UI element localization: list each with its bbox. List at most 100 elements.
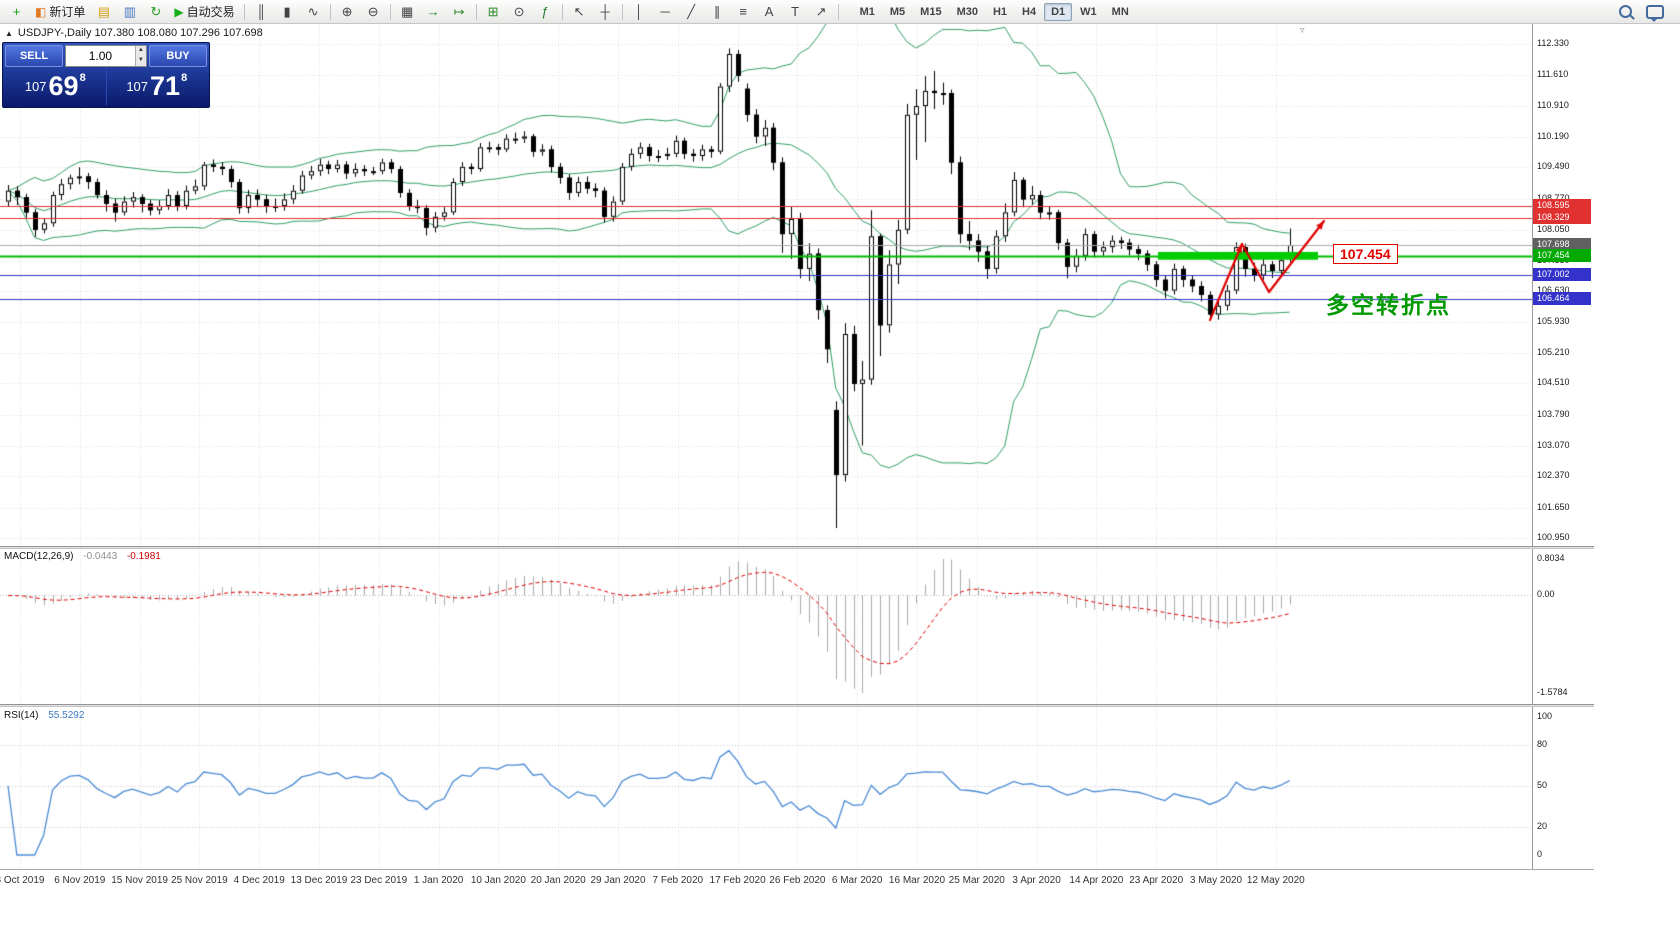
rsi-indicator-label: RSI(14) 55.5292 bbox=[4, 710, 84, 721]
zoom-in-icon-glyph: ⊕ bbox=[341, 3, 353, 19]
volume-up-icon[interactable]: ▲ bbox=[134, 46, 146, 56]
price-marker: 106.464 bbox=[1533, 292, 1591, 305]
timeframe-d1[interactable]: D1 bbox=[1044, 2, 1073, 21]
timeframe-m15[interactable]: M15 bbox=[920, 5, 942, 18]
macd-value: -0.0443 bbox=[83, 551, 118, 562]
market-watch-icon[interactable]: ▥ bbox=[117, 2, 142, 22]
macd-signal-value: -0.1981 bbox=[126, 551, 161, 562]
bar-chart-icon-glyph: ║ bbox=[256, 4, 266, 19]
tile-windows-icon-glyph: ▦ bbox=[400, 3, 414, 19]
zoom-in-icon[interactable]: ⊕ bbox=[335, 2, 360, 22]
sell-button[interactable]: SELL bbox=[5, 45, 63, 67]
text-icon[interactable]: A bbox=[757, 2, 782, 22]
date-label: 17 Feb 2020 bbox=[709, 875, 766, 886]
new-order-icon[interactable]: + bbox=[4, 2, 29, 22]
chart-shift-marker-icon[interactable]: ▿ bbox=[1300, 25, 1305, 35]
price-axis-divider bbox=[1532, 24, 1533, 870]
sell-price-prefix: 107 bbox=[24, 78, 47, 94]
timeframe-h4[interactable]: H4 bbox=[1022, 5, 1037, 18]
channel-icon[interactable]: ∥ bbox=[705, 2, 730, 22]
line-chart-icon[interactable]: ∿ bbox=[301, 2, 326, 22]
buy-button[interactable]: BUY bbox=[149, 45, 207, 67]
price-marker: 107.002 bbox=[1533, 268, 1591, 281]
zoom-out-icon[interactable]: ⊖ bbox=[361, 2, 386, 22]
price-axis-label: 103.790 bbox=[1537, 409, 1570, 419]
label-icon[interactable]: T bbox=[783, 2, 808, 22]
chart-shift-icon-glyph: ↦ bbox=[453, 3, 465, 19]
cursor-icon-glyph: ↖ bbox=[573, 3, 585, 19]
new-order-button[interactable]: ◧ 新订单 bbox=[30, 2, 90, 22]
timeframe-h1[interactable]: H1 bbox=[992, 5, 1008, 18]
profiles-icon[interactable]: ▤ bbox=[91, 2, 116, 22]
turning-point-annotation[interactable]: 多空转折点 bbox=[1326, 292, 1451, 318]
price-axis-label: 100.950 bbox=[1537, 532, 1570, 542]
arrows-tool-icon-glyph: ↗ bbox=[815, 3, 827, 19]
price-axis-label: 105.930 bbox=[1537, 316, 1570, 326]
trendline-icon[interactable]: ╱ bbox=[679, 2, 704, 22]
timeframe-m30[interactable]: M30 bbox=[956, 5, 978, 18]
timeframe-m5[interactable]: M5 bbox=[889, 5, 906, 18]
channel-icon-glyph: ∥ bbox=[713, 3, 721, 19]
price-axis-label: 110.190 bbox=[1537, 131, 1569, 141]
volume-down-icon[interactable]: ▼ bbox=[134, 56, 146, 66]
horizontal-line-icon[interactable]: ─ bbox=[653, 2, 678, 22]
zoom-out-icon-glyph: ⊖ bbox=[367, 3, 379, 19]
candlestick-chart-icon-glyph: ▮ bbox=[283, 3, 291, 19]
buy-price[interactable]: 107 71 8 bbox=[105, 67, 208, 105]
vertical-line-icon[interactable]: │ bbox=[627, 2, 652, 22]
sell-price[interactable]: 107 69 8 bbox=[5, 67, 106, 105]
timeframe-w1[interactable]: W1 bbox=[1080, 5, 1097, 18]
periods-icon[interactable]: ⊙ bbox=[507, 2, 532, 22]
tile-windows-icon[interactable]: ▦ bbox=[395, 2, 420, 22]
cursor-icon[interactable]: ↖ bbox=[567, 2, 592, 22]
vertical-line-icon-glyph: │ bbox=[635, 4, 644, 19]
chart-title-text: USDJPY-,Daily 107.380 108.080 107.296 10… bbox=[17, 27, 263, 39]
auto-scroll-icon[interactable]: → bbox=[421, 2, 446, 22]
rsi-canvas[interactable] bbox=[0, 707, 1532, 869]
chart-shift-icon[interactable]: ↦ bbox=[447, 2, 472, 22]
main-toolbar: + ◧ 新订单 ▤ ▥ ↻ ▶ 自动交易 ║ ▮ ∿ ⊕ ⊖ ▦ → ↦ ⊞ ⊙ ƒ ↖ ┼ │ ─ ╱ ∥ ≡ A T ↗ M1 M5 M… bbox=[0, 0, 1680, 24]
price-axis-label: 102.370 bbox=[1537, 470, 1570, 480]
refresh-icon[interactable]: ↻ bbox=[143, 2, 168, 22]
buy-price-pip: 8 bbox=[181, 72, 188, 84]
new-chart-icon[interactable]: ⊞ bbox=[481, 2, 506, 22]
crosshair-icon[interactable]: ┼ bbox=[593, 2, 618, 22]
chart-context-icon[interactable]: ▲ bbox=[5, 28, 13, 38]
arrows-tool-icon[interactable]: ↗ bbox=[809, 2, 834, 22]
date-label: 23 Dec 2019 bbox=[350, 875, 408, 886]
support-price-annotation[interactable]: 107.454 bbox=[1333, 244, 1398, 264]
panel-splitter-macd[interactable] bbox=[0, 546, 1594, 549]
main-chart-canvas[interactable] bbox=[0, 24, 1532, 547]
timeframe-m1[interactable]: M1 bbox=[859, 5, 875, 18]
macd-indicator-label: MACD(12,26,9) -0.0443 -0.1981 bbox=[4, 551, 161, 562]
panel-splitter-rsi[interactable] bbox=[0, 704, 1594, 707]
rsi-axis-label: 80 bbox=[1537, 739, 1548, 749]
trendline-icon-glyph: ╱ bbox=[687, 3, 696, 19]
fibonacci-icon[interactable]: ≡ bbox=[731, 2, 756, 22]
chat-icon[interactable] bbox=[1646, 4, 1664, 22]
volume-input[interactable] bbox=[66, 46, 135, 66]
date-label: 26 Feb 2020 bbox=[769, 875, 826, 886]
crosshair-icon-glyph: ┼ bbox=[600, 4, 610, 19]
date-label: 1 Jan 2020 bbox=[413, 875, 464, 886]
indicators-icon[interactable]: ƒ bbox=[533, 2, 558, 22]
profiles-icon-glyph: ▤ bbox=[97, 3, 110, 19]
price-axis-label: 109.490 bbox=[1537, 161, 1570, 171]
candlestick-chart-icon[interactable]: ▮ bbox=[275, 2, 300, 22]
price-marker: 107.454 bbox=[1533, 249, 1591, 262]
periods-icon-glyph: ⊙ bbox=[513, 3, 525, 19]
date-label: 20 Jan 2020 bbox=[530, 875, 586, 886]
chart-title: ▲ USDJPY-,Daily 107.380 108.080 107.296 … bbox=[5, 27, 263, 39]
bar-chart-icon[interactable]: ║ bbox=[249, 2, 274, 22]
auto-scroll-icon-glyph: → bbox=[426, 4, 440, 19]
search-icon[interactable] bbox=[1619, 5, 1632, 18]
price-axis-label: 108.770 bbox=[1537, 193, 1570, 203]
macd-canvas[interactable] bbox=[0, 549, 1532, 705]
timeframe-mn[interactable]: MN bbox=[1111, 5, 1129, 18]
date-label: 25 Nov 2019 bbox=[171, 875, 228, 886]
date-label: 16 Mar 2020 bbox=[888, 875, 946, 886]
auto-trading-button[interactable]: ▶ 自动交易 bbox=[169, 2, 239, 22]
volume-stepper: ▲ ▼ bbox=[65, 45, 147, 67]
chart-window: ▲ USDJPY-,Daily 107.380 108.080 107.296 … bbox=[0, 24, 1680, 951]
macd-name: MACD(12,26,9) bbox=[4, 551, 74, 562]
